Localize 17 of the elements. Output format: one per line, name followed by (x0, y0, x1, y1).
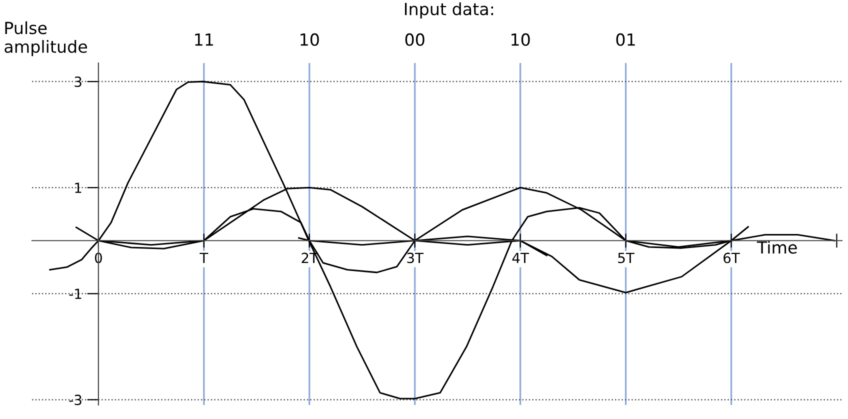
text: 10 (512, 33, 530, 46)
y-tick-label: 3 (74, 76, 82, 88)
x-tick-label: 6T (724, 252, 740, 264)
y-tick-label: -1 (69, 288, 82, 299)
y-tick-label: 1 (75, 182, 82, 193)
text: Input data: (404, 2, 494, 19)
text: 10 (300, 33, 319, 46)
x-tick-label: T (200, 252, 208, 263)
x-tick-label: 3T (407, 252, 424, 264)
x-axis-title: Time (756, 240, 797, 254)
text: 01 (616, 33, 635, 46)
y-tick-label: -3 (69, 394, 82, 406)
x-tick-label: 4T (512, 252, 530, 263)
text: 00 (405, 33, 424, 46)
x-tick-label: 5T (618, 252, 634, 264)
text: 11 (195, 33, 213, 46)
y-axis-title: Pulse amplitude (4, 21, 87, 56)
